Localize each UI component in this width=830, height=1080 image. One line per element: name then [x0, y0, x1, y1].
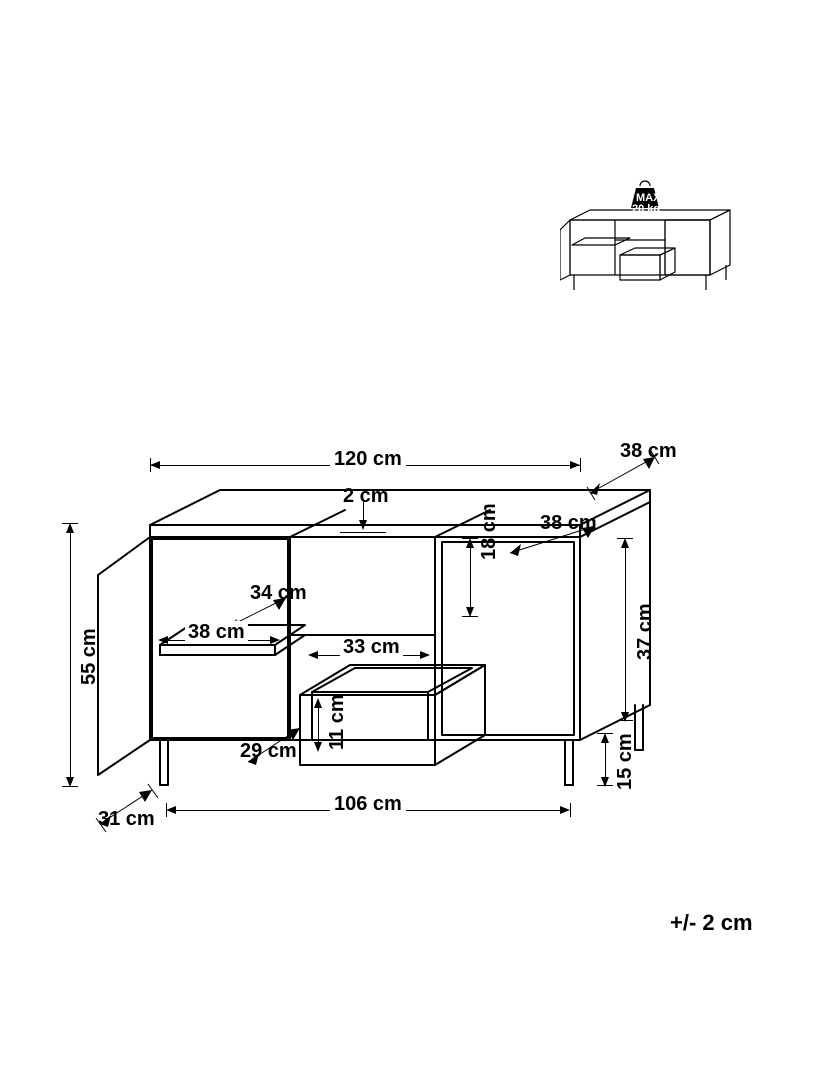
dim-drawer-height: 11 cm — [326, 694, 349, 750]
dim-right-inner-depth: 38 cm — [540, 512, 597, 535]
tolerance-note: +/- 2 cm — [670, 910, 753, 936]
dim-drawer-depth: 29 cm — [240, 740, 297, 763]
dim-overall-height: 55 cm — [78, 628, 101, 685]
dim-right-door-height: 37 cm — [634, 603, 657, 660]
dim-drawer-width: 33 cm — [340, 636, 403, 659]
dim-left-shelf-width: 38 cm — [185, 621, 248, 644]
dim-shelf-open-height: 18 cm — [478, 503, 501, 560]
weight-label-bottom: 20 kg — [632, 203, 660, 215]
dim-leg-height: 15 cm — [614, 733, 637, 790]
dim-left-shelf-depth: 34 cm — [250, 582, 307, 605]
dim-door-front-depth: 31 cm — [98, 808, 155, 831]
dim-top-depth: 38 cm — [620, 440, 677, 463]
dim-top-width: 120 cm — [330, 448, 406, 471]
dim-top-thickness: 2 cm — [343, 485, 389, 508]
dim-between-legs: 106 cm — [330, 793, 406, 816]
